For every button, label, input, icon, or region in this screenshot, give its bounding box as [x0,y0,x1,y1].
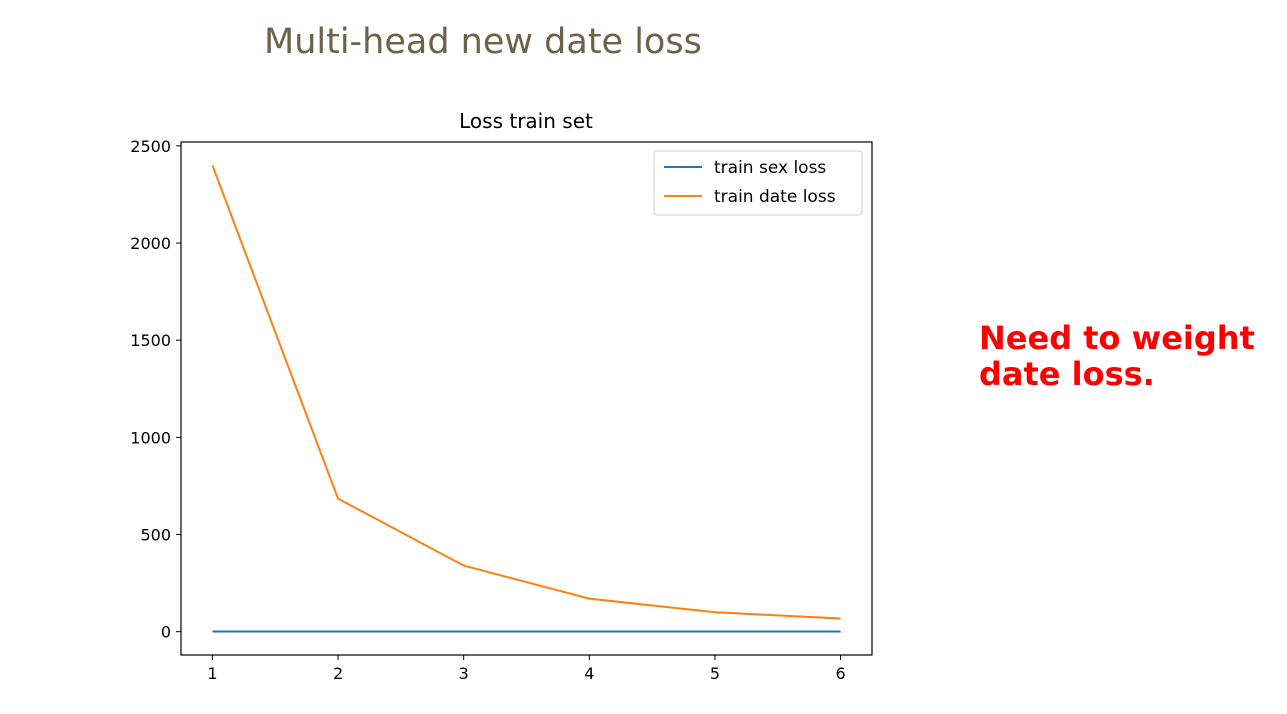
y-tick-label: 500 [140,526,171,545]
legend-label: train date loss [714,187,836,207]
x-tick-label: 2 [333,664,343,683]
chart-title: Loss train set [459,109,593,133]
slide-title: Multi-head new date loss [264,22,702,62]
x-tick-label: 1 [207,664,217,683]
y-tick-label: 2000 [130,234,171,253]
series-line-train-date-loss [211,164,841,620]
x-tick-label: 6 [835,664,845,683]
series-lines [211,164,841,633]
x-tick-label: 3 [459,664,469,683]
axis-ticks: 1 2 3 4 5 6 0 500 1000 1500 2000 2500 [130,137,845,683]
legend: train sex loss train date loss [653,150,863,216]
y-tick-label: 1500 [130,331,171,350]
y-tick-label: 0 [161,623,171,642]
annotation-note: Need to weight date loss. [979,320,1255,392]
note-line-1: Need to weight [979,319,1255,357]
x-tick-label: 4 [584,664,594,683]
legend-box [653,150,863,216]
y-tick-label: 2500 [130,137,171,156]
x-tick-label: 5 [710,664,720,683]
plot-frame [180,141,873,656]
note-line-2: date loss. [979,355,1155,393]
legend-label: train sex loss [714,158,826,178]
y-tick-label: 1000 [130,428,171,447]
